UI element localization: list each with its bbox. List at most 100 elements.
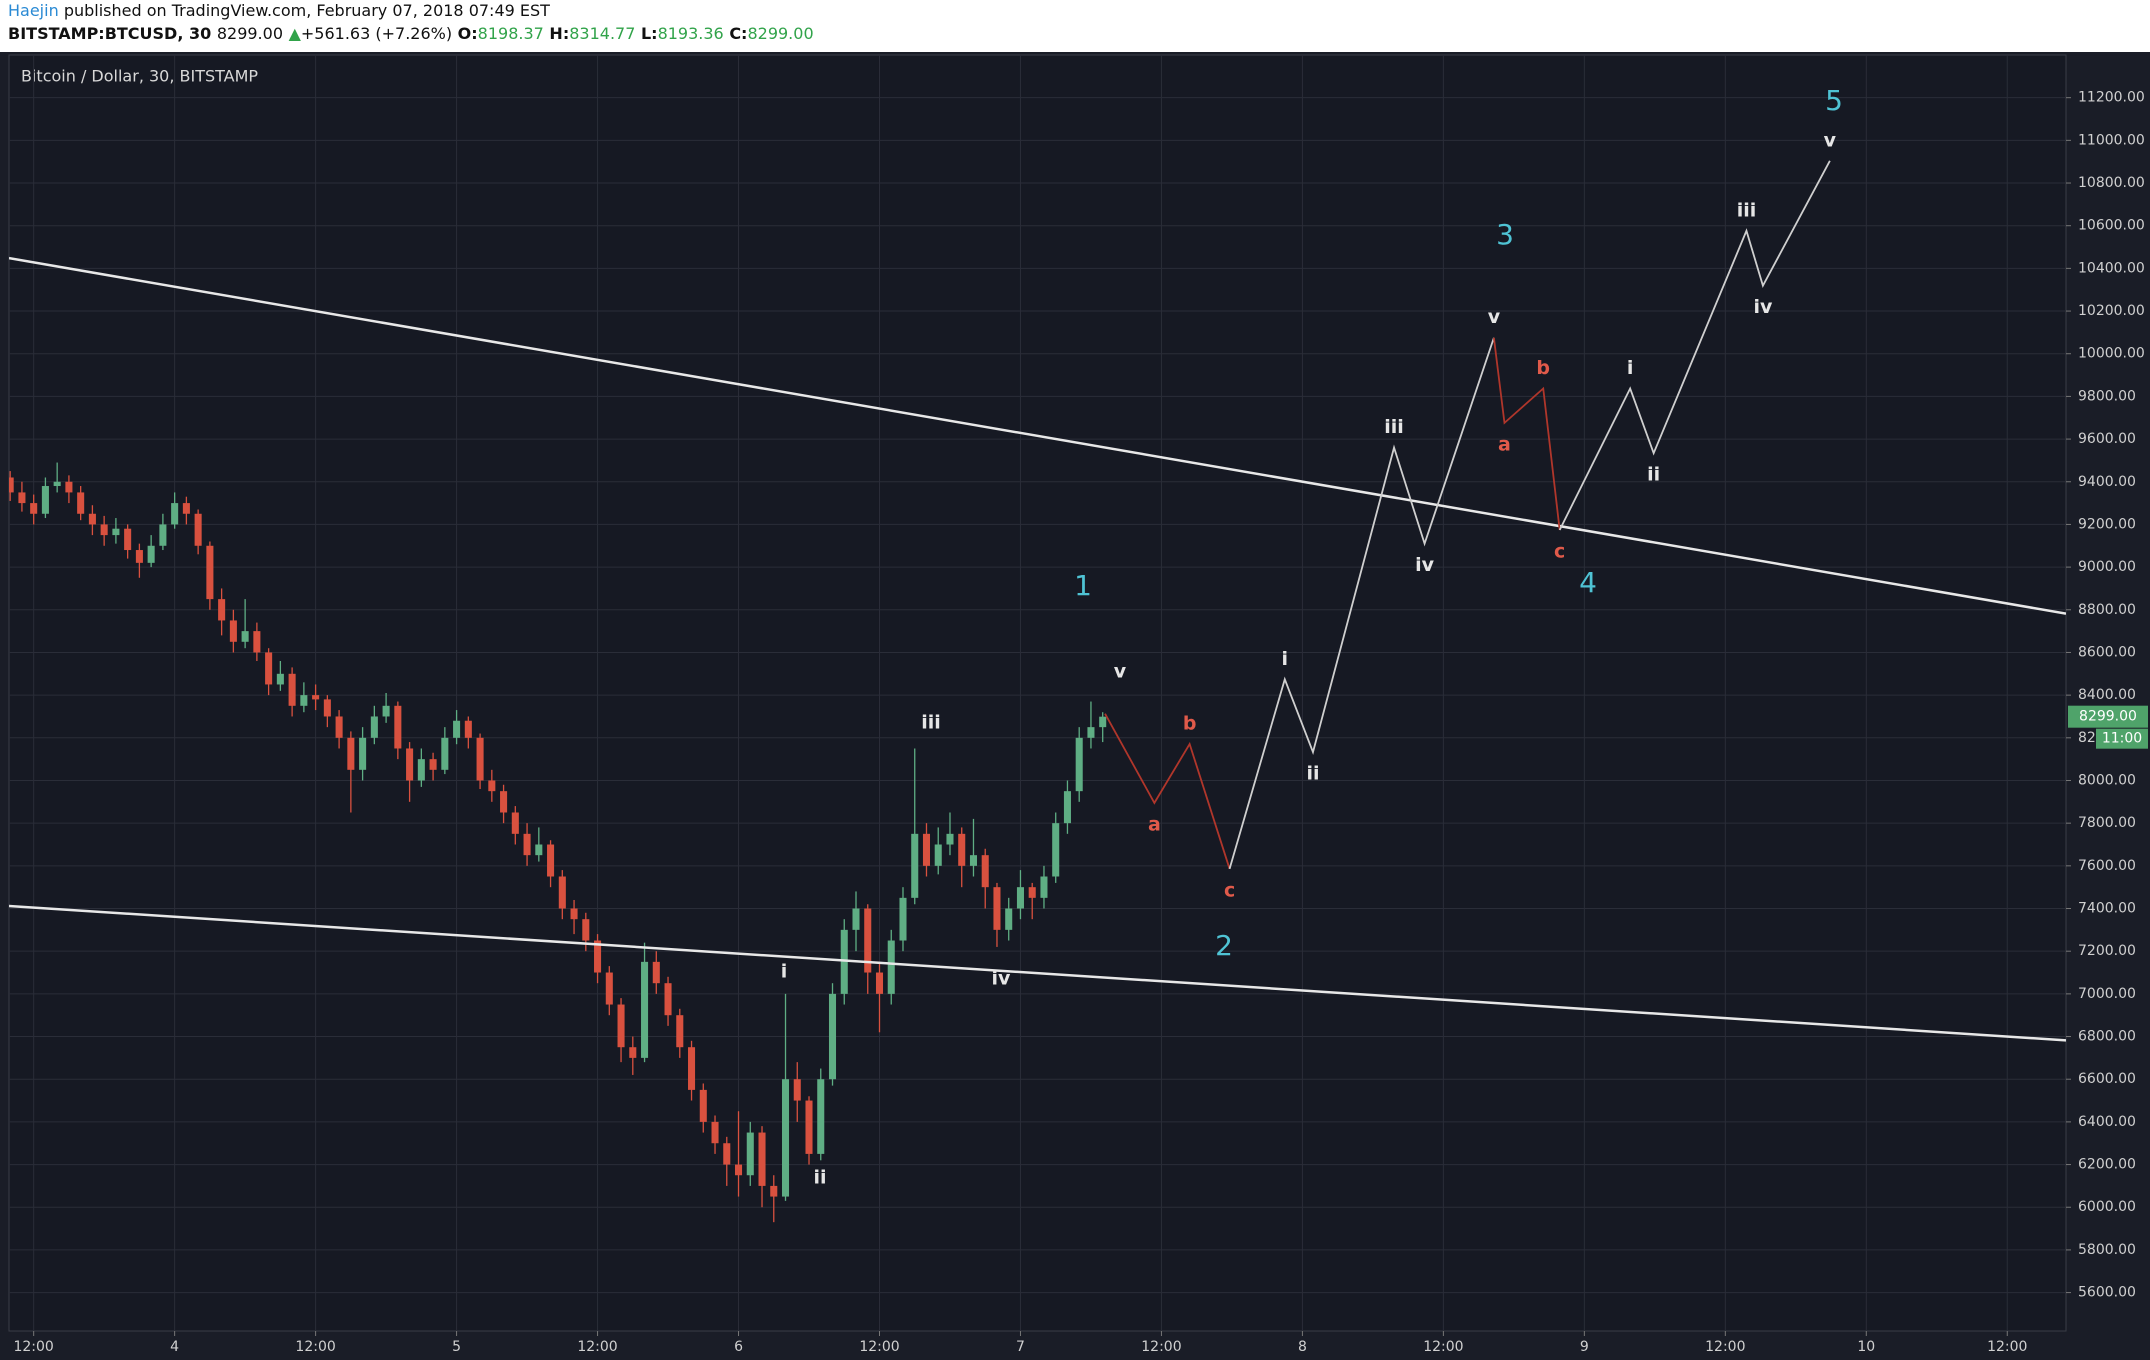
y-tick-label: 10200.00 xyxy=(2078,303,2145,319)
candle-body xyxy=(1075,737,1083,792)
y-tick-label: 7200.00 xyxy=(2078,943,2136,959)
quote-line: BITSTAMP:BTCUSD, 30 8299.00 ▲+561.63 (+7… xyxy=(8,24,814,43)
wave-label: v xyxy=(1824,129,1837,151)
candle-body xyxy=(699,1089,707,1122)
candle-body xyxy=(770,1185,778,1197)
candle-body xyxy=(488,780,496,792)
projection-path xyxy=(1493,337,1561,531)
candle-body xyxy=(911,833,919,898)
candle-body xyxy=(30,503,38,514)
y-tick-label: 6200.00 xyxy=(2078,1157,2136,1173)
y-tick-label: 9800.00 xyxy=(2078,388,2136,404)
x-tick-label: 8 xyxy=(1298,1339,1307,1355)
x-tick-label: 9 xyxy=(1580,1339,1589,1355)
wave-label: i xyxy=(1627,357,1634,379)
projection-path xyxy=(1558,160,1831,531)
candle-body xyxy=(323,699,331,717)
ohlc-value: 8314.77 xyxy=(569,24,636,43)
countdown-tag xyxy=(2096,728,2148,749)
candle-body xyxy=(253,631,261,653)
y-tick-label: 10000.00 xyxy=(2078,346,2145,362)
candle-body xyxy=(676,1015,684,1048)
candle-body xyxy=(875,972,884,994)
candle-body xyxy=(265,652,273,685)
candle-body xyxy=(887,940,895,994)
wave-label: ii xyxy=(1647,464,1660,486)
candle-body xyxy=(511,812,519,834)
candle-body xyxy=(65,481,73,493)
candle-body xyxy=(1016,887,1024,909)
candle-body xyxy=(805,1100,813,1154)
ohlc-key: H: xyxy=(549,24,570,43)
wave-label: iv xyxy=(1753,296,1773,318)
wave-label: iii xyxy=(921,712,941,734)
candle-body xyxy=(124,528,132,551)
y-tick-label: 10800.00 xyxy=(2078,175,2145,191)
change-arrow: ▲ xyxy=(288,24,301,43)
candle-body xyxy=(793,1079,801,1101)
y-tick-label: 9400.00 xyxy=(2078,474,2136,490)
candle-body xyxy=(899,897,907,941)
y-tick-label: 8800.00 xyxy=(2078,602,2136,618)
change: +561.63 (+7.26%) xyxy=(300,24,453,43)
candle-body xyxy=(229,620,237,642)
wave-label: v xyxy=(1114,661,1127,683)
candle-body xyxy=(9,477,14,493)
candle-body xyxy=(182,503,190,514)
y-tick-label: 10400.00 xyxy=(2078,260,2145,276)
x-tick-label: 12:00 xyxy=(13,1339,53,1355)
candle-body xyxy=(370,716,378,738)
countdown-label: 11:00 xyxy=(2102,731,2142,747)
candle-body xyxy=(711,1121,719,1144)
y-tick-label: 11000.00 xyxy=(2078,132,2145,148)
candle-body xyxy=(558,876,566,909)
candle-body xyxy=(958,833,966,866)
y-tick-label: 8600.00 xyxy=(2078,644,2136,660)
wave-label: i xyxy=(1282,648,1289,670)
x-tick-label: 12:00 xyxy=(1423,1339,1463,1355)
x-tick-label: 12:00 xyxy=(1141,1339,1181,1355)
candle-body xyxy=(758,1132,766,1186)
candle-body xyxy=(688,1047,696,1090)
x-tick-label: 10 xyxy=(1857,1339,1875,1355)
candle-body xyxy=(723,1143,731,1165)
candle-body xyxy=(347,737,355,770)
candle-body xyxy=(969,855,977,866)
candle-body xyxy=(335,716,343,738)
candle-body xyxy=(300,695,308,706)
candle-body xyxy=(500,791,508,813)
plot-content xyxy=(9,160,2066,1223)
candle-body xyxy=(535,844,543,856)
x-tick-label: 12:00 xyxy=(1705,1339,1745,1355)
candle-body xyxy=(135,550,143,563)
y-tick-label: 5600.00 xyxy=(2078,1285,2136,1301)
candle-body xyxy=(41,486,49,514)
y-tick-label: 7000.00 xyxy=(2078,986,2136,1002)
ohlc-value: 8198.37 xyxy=(477,24,544,43)
candle-body xyxy=(206,545,214,600)
chart: Bitcoin / Dollar, 30, BITSTAMP 5600.0058… xyxy=(0,52,2150,1360)
y-tick-label: 8400.00 xyxy=(2078,687,2136,703)
candle-body xyxy=(453,720,461,738)
candle-body xyxy=(594,940,602,973)
price-tag xyxy=(2068,705,2148,728)
candle-body xyxy=(1028,887,1036,898)
price-tag-label: 8299.00 xyxy=(2079,709,2137,725)
wave-label: c xyxy=(1554,540,1565,562)
ohlc: O:8198.37 H:8314.77 L:8193.36 C:8299.00 xyxy=(458,24,814,43)
wave-label: ii xyxy=(813,1167,826,1189)
candle-body xyxy=(1099,716,1107,728)
candle-body xyxy=(1087,727,1095,738)
author[interactable]: Haejin xyxy=(8,1,59,20)
candle-body xyxy=(406,748,414,781)
candle-body xyxy=(934,844,942,866)
candle-body xyxy=(828,993,837,1080)
candle-body xyxy=(429,759,437,770)
y-tick-label: 7800.00 xyxy=(2078,815,2136,831)
major-wave-label: 1 xyxy=(1074,569,1092,602)
candle-body xyxy=(641,961,649,1058)
wave-label: a xyxy=(1498,433,1511,455)
y-tick-label: 9000.00 xyxy=(2078,559,2136,575)
x-tick-label: 12:00 xyxy=(1987,1339,2027,1355)
chart-title: Bitcoin / Dollar, 30, BITSTAMP xyxy=(21,67,258,86)
